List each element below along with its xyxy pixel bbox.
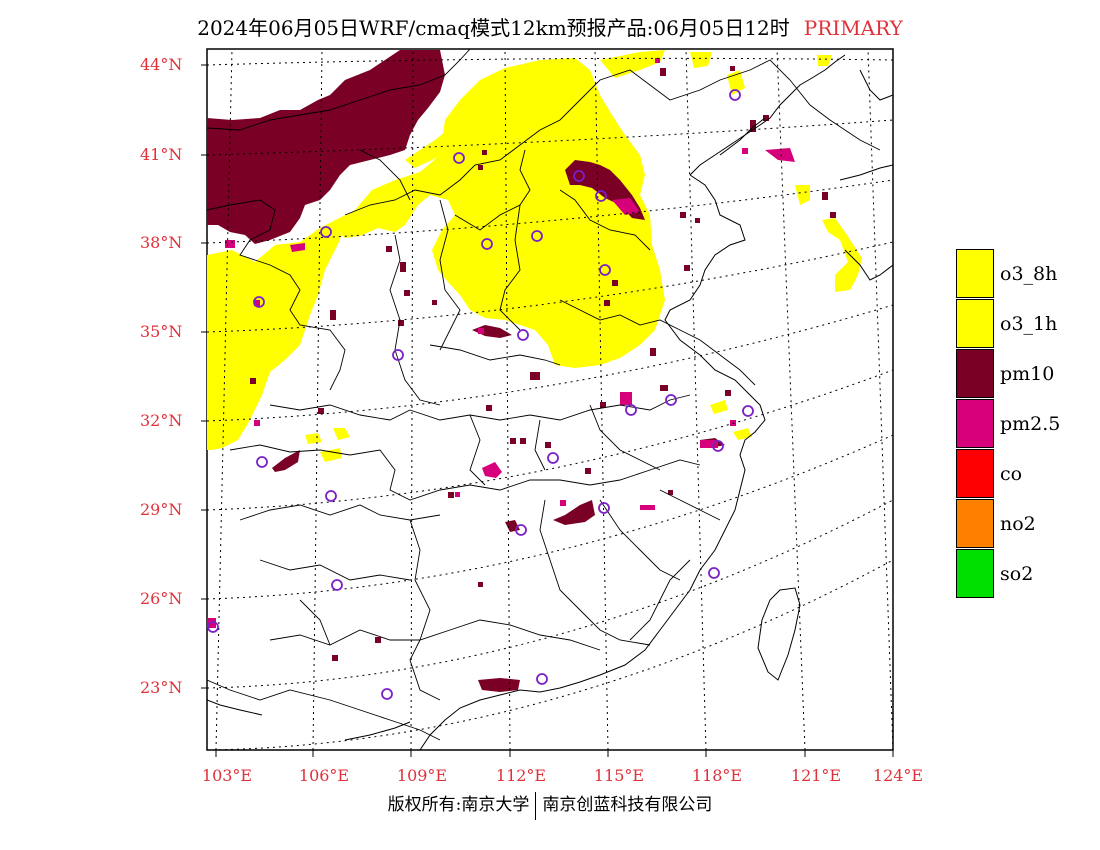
lon-label: 124°E bbox=[872, 766, 924, 785]
title-main: 2024年06月05日WRF/cmaq模式12km预报产品:06月05日12时 bbox=[197, 16, 790, 40]
province-boundaries bbox=[207, 49, 881, 741]
legend-swatch bbox=[956, 299, 994, 348]
lon-label: 106°E bbox=[298, 766, 350, 785]
legend-label: no2 bbox=[1000, 513, 1036, 535]
legend-label: co bbox=[1000, 463, 1023, 485]
legend-swatch bbox=[956, 499, 994, 548]
legend-swatch bbox=[956, 549, 994, 598]
lat-label: 38°N bbox=[140, 233, 183, 252]
lat-label: 23°N bbox=[140, 678, 183, 697]
lat-label: 29°N bbox=[140, 500, 183, 519]
south-border bbox=[207, 699, 411, 741]
lon-label: 115°E bbox=[593, 766, 645, 785]
pm10-speckles bbox=[250, 66, 836, 661]
lon-label: 121°E bbox=[790, 766, 842, 785]
lat-label: 35°N bbox=[140, 322, 183, 341]
legend-swatch bbox=[956, 249, 994, 298]
taiwan-outline bbox=[757, 587, 801, 681]
map-title: 2024年06月05日WRF/cmaq模式12km预报产品:06月05日12时 P… bbox=[0, 12, 1100, 41]
axis-ticks bbox=[201, 64, 894, 757]
legend-label: o3_1h bbox=[1000, 313, 1058, 335]
copyright: 版权所有:南京大学 南京创蓝科技有限公司 bbox=[0, 790, 1100, 820]
coastline bbox=[419, 54, 846, 750]
copyright-right: 南京创蓝科技有限公司 bbox=[542, 795, 713, 815]
legend-swatch bbox=[956, 449, 994, 498]
pm25-field bbox=[207, 148, 795, 628]
lon-label: 109°E bbox=[396, 766, 448, 785]
legend-label: so2 bbox=[1000, 563, 1034, 585]
copyright-left: 版权所有:南京大学 bbox=[387, 795, 530, 815]
lon-label: 118°E bbox=[691, 766, 743, 785]
korea-outline bbox=[839, 69, 893, 281]
legend-label: pm10 bbox=[1000, 363, 1055, 385]
lat-label: 26°N bbox=[140, 589, 183, 608]
legend-swatch bbox=[956, 349, 994, 398]
copyright-separator bbox=[535, 791, 537, 820]
station-markers bbox=[207, 89, 754, 700]
legend-label: pm2.5 bbox=[1000, 413, 1061, 435]
lat-label: 41°N bbox=[140, 145, 183, 164]
graticule bbox=[207, 49, 893, 750]
legend-swatch bbox=[956, 399, 994, 448]
lon-label: 112°E bbox=[495, 766, 547, 785]
lat-label: 44°N bbox=[140, 55, 183, 74]
lat-label: 32°N bbox=[140, 411, 183, 430]
title-tag: PRIMARY bbox=[803, 16, 903, 40]
lon-label: 103°E bbox=[201, 766, 253, 785]
map-content bbox=[207, 49, 893, 750]
legend-label: o3_8h bbox=[1000, 263, 1058, 285]
